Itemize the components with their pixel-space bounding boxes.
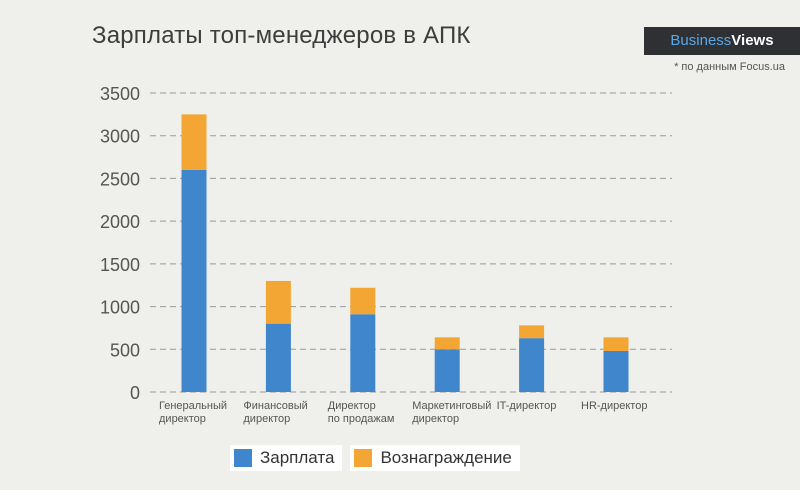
bar-bonus-2 xyxy=(350,287,376,315)
bar-bonus-3 xyxy=(434,337,460,350)
x-tick-label-0: Генеральный директор xyxy=(159,400,227,425)
bar-bonus-1 xyxy=(265,280,291,324)
legend: Зарплата Вознаграждение xyxy=(230,445,520,471)
bar-bonus-4 xyxy=(519,325,545,339)
legend-swatch-salary xyxy=(234,449,252,467)
y-tick-label-3000: 3000 xyxy=(100,127,140,147)
x-tick-label-3: Маркетинговый директор xyxy=(412,400,491,425)
y-tick-label-2500: 2500 xyxy=(100,169,140,189)
x-tick-label-4: IT-директор xyxy=(497,400,557,412)
bar-salary-0 xyxy=(181,169,207,392)
brand-logo: BusinessViews xyxy=(644,27,800,55)
bar-salary-4 xyxy=(519,338,545,392)
x-tick-label-2: Директор по продажам xyxy=(328,400,395,425)
legend-item-bonus: Вознаграждение xyxy=(350,445,520,471)
brand-part-business: Business xyxy=(670,32,732,49)
y-tick-label-0: 0 xyxy=(130,383,140,403)
bar-salary-1 xyxy=(265,323,291,392)
x-tick-label-5: HR-директор xyxy=(581,400,647,412)
y-tick-label-3500: 3500 xyxy=(100,84,140,104)
y-tick-label-2000: 2000 xyxy=(100,212,140,232)
legend-swatch-bonus xyxy=(354,449,373,467)
bar-bonus-0 xyxy=(181,114,207,170)
x-tick-label-1: Финансовый директор xyxy=(243,400,307,425)
chart-title: Зарплаты топ-менеджеров в АПК xyxy=(92,22,471,49)
y-tick-label-1500: 1500 xyxy=(100,255,140,275)
bar-salary-3 xyxy=(434,349,460,392)
legend-item-salary: Зарплата xyxy=(230,445,343,471)
brand-part-views: Views xyxy=(731,32,774,49)
bar-bonus-5 xyxy=(603,337,629,351)
legend-label-salary: Зарплата xyxy=(260,448,335,467)
source-note: * по данным Focus.ua xyxy=(674,61,785,73)
bar-salary-2 xyxy=(350,314,376,392)
legend-label-bonus: Вознаграждение xyxy=(380,448,512,467)
bar-salary-5 xyxy=(603,350,629,392)
y-tick-label-1000: 1000 xyxy=(100,298,140,318)
y-tick-label-500: 500 xyxy=(110,340,140,360)
